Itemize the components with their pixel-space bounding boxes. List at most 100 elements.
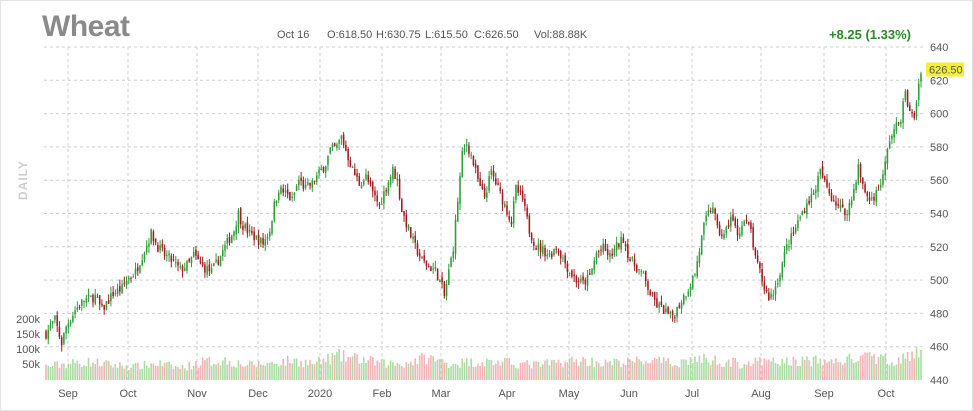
candle-body	[486, 192, 488, 198]
volume-bar	[707, 362, 710, 380]
volume-bar	[362, 357, 365, 380]
volume-bar	[571, 356, 573, 380]
candle-body	[313, 181, 316, 183]
volume-bar	[886, 363, 889, 380]
volume-bar	[239, 364, 242, 380]
candle-body	[239, 208, 242, 225]
candle-body	[159, 245, 161, 251]
volume-bar	[884, 353, 886, 380]
candle-body	[683, 294, 685, 304]
high-value: H:630.75	[376, 29, 421, 41]
candle-body	[906, 89, 909, 107]
volume-bar	[503, 358, 506, 380]
candle-body	[60, 337, 63, 346]
volume-bar	[136, 362, 139, 380]
candle-body	[772, 295, 775, 297]
volume-bar	[67, 363, 70, 380]
candle-body	[792, 232, 795, 234]
volume-bar	[130, 367, 132, 380]
volume-bar	[101, 366, 103, 380]
candle-body	[83, 301, 85, 303]
volume-bar	[490, 359, 493, 380]
volume-bar	[609, 361, 611, 380]
last-price-badge	[926, 62, 964, 77]
candle-body	[456, 201, 459, 222]
candle-body	[537, 244, 540, 250]
candle-body	[195, 249, 197, 256]
candle-body	[544, 247, 546, 257]
volume-bar	[374, 365, 376, 380]
candle-body	[345, 144, 347, 151]
candle-body	[571, 270, 573, 277]
candle-body	[591, 268, 593, 275]
volume-bar	[421, 352, 423, 380]
candle-body	[107, 300, 110, 304]
volume-bar	[779, 365, 781, 380]
volume-bar	[172, 368, 175, 380]
volume-bar	[920, 349, 922, 380]
volume-bar	[354, 353, 356, 380]
candle-body	[197, 254, 199, 259]
candle-body	[439, 279, 441, 282]
candle-body	[783, 251, 786, 263]
candle-body	[441, 277, 443, 283]
candle-body	[891, 135, 893, 140]
volume-bar	[217, 362, 220, 380]
candle-body	[134, 268, 137, 275]
volume-bar	[644, 361, 647, 380]
volume-bar	[427, 358, 430, 380]
volume-bar	[618, 360, 620, 380]
candle-body	[548, 253, 551, 255]
candle-body	[54, 315, 56, 320]
volume-bar	[228, 360, 231, 380]
candle-body	[347, 149, 349, 161]
volume-bar	[763, 358, 766, 380]
candle-body	[734, 218, 737, 226]
candle-body	[752, 227, 754, 248]
volume-bar	[647, 363, 649, 380]
candle-body	[257, 235, 260, 245]
volume-bar	[738, 368, 741, 380]
candle-body	[78, 307, 81, 309]
volume-bar	[568, 358, 571, 380]
volume-bar	[897, 357, 900, 380]
volume-bar	[356, 354, 358, 380]
candle-body	[913, 113, 916, 119]
volume-bar	[781, 359, 784, 380]
candle-body	[302, 180, 305, 189]
volume-bar	[651, 360, 654, 380]
candle-body	[553, 249, 555, 256]
candle-body	[423, 255, 425, 261]
candle-body	[394, 168, 396, 179]
volume-bar	[698, 355, 701, 380]
candle-body	[421, 256, 423, 258]
candle-body	[747, 222, 750, 225]
candle-body	[521, 190, 524, 200]
candle-body	[790, 233, 792, 245]
candle-body	[401, 199, 403, 213]
volume-bar	[87, 357, 90, 380]
candle-body	[506, 205, 508, 215]
volume-bar	[725, 362, 728, 380]
candle-body	[895, 122, 898, 131]
candle-body	[277, 192, 280, 200]
candle-body	[443, 281, 446, 297]
volume-bar	[752, 363, 754, 380]
candle-body	[248, 229, 251, 232]
volume-bar	[432, 356, 434, 380]
candle-body	[215, 259, 217, 262]
volume-bar	[501, 361, 504, 380]
volume-bar	[246, 365, 249, 380]
volume-bar	[307, 365, 309, 380]
candle-body	[714, 208, 716, 215]
volume-bar	[320, 363, 323, 380]
candle-body	[743, 221, 745, 226]
volume-bar	[72, 359, 74, 380]
volume-bar	[192, 365, 195, 380]
candle-body	[85, 298, 88, 303]
volume-bar	[542, 364, 544, 380]
volume-bar	[132, 364, 135, 380]
candle-body	[56, 315, 58, 326]
volume-bar	[676, 365, 678, 380]
